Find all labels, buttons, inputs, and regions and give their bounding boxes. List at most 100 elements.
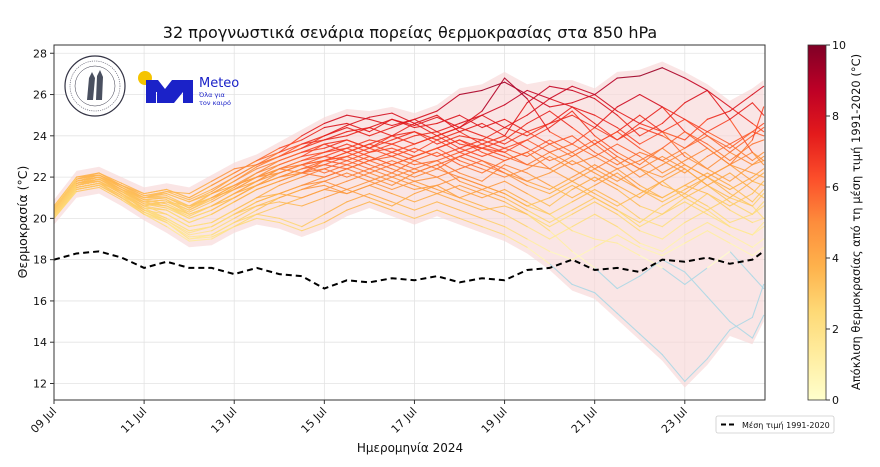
member-21-segment: [211, 197, 235, 211]
member-21-segment: [639, 254, 663, 269]
member-26-segment: [706, 197, 731, 211]
member-16-segment: [661, 221, 686, 240]
member-13-segment: [458, 180, 483, 191]
member-25-segment: [594, 168, 618, 182]
member-8-segment: [368, 155, 393, 162]
member-12-segment: [504, 164, 528, 174]
member-3-segment: [684, 118, 708, 133]
member-6-segment: [233, 180, 258, 191]
member-20-segment: [549, 230, 573, 252]
member-16-segment: [594, 201, 618, 215]
member-11-segment: [143, 199, 168, 205]
member-30-segment: [391, 147, 416, 158]
member-29-segment: [594, 131, 618, 145]
member-31-segment: [188, 213, 213, 224]
member-21-segment: [526, 205, 551, 215]
member-23-segment: [729, 176, 753, 191]
member-32-segment: [571, 197, 596, 211]
member-12-segment: [751, 193, 765, 207]
colorbar-tick-label: 0: [832, 394, 839, 407]
member-20-segment: [256, 197, 280, 207]
member-2-segment: [188, 190, 213, 203]
member-20-segment: [616, 275, 641, 290]
member-24-segment: [616, 168, 641, 182]
member-16-segment: [549, 213, 573, 228]
colorbar-axis: 0 2 4 6 8 10: [826, 39, 846, 407]
member-29-segment: [301, 143, 325, 153]
member-2-segment: [301, 122, 325, 137]
member-30-segment: [639, 147, 663, 162]
member-16-segment: [436, 184, 461, 195]
member-5-segment: [549, 98, 573, 108]
member-27-segment: [166, 188, 190, 199]
member-22-segment: [729, 164, 753, 182]
member-21-segment: [684, 267, 708, 285]
member-7-segment: [458, 131, 483, 145]
climatology-series: [54, 250, 765, 290]
member-31-segment: [75, 182, 100, 188]
member-7-segment: [436, 131, 461, 141]
member-17-segment: [504, 213, 528, 228]
member-18-segment: [526, 238, 551, 252]
member-15-segment: [188, 221, 213, 228]
member-19-segment: [233, 217, 258, 228]
member-29-segment: [278, 151, 303, 162]
member-9-segment: [661, 151, 686, 166]
member-3-segment: [233, 166, 258, 182]
member-3-segment: [504, 77, 528, 100]
member-15-segment: [211, 209, 235, 224]
member-5-segment: [504, 114, 528, 129]
member-19-segment: [594, 292, 618, 314]
member-13-segment: [661, 197, 686, 215]
member-28-segment: [549, 106, 573, 124]
member-25-segment: [211, 193, 235, 207]
x-axis: 09 Jul 11 Jul 13 Jul 15 Jul 17 Jul 19 Jul 21 J…: [28, 400, 690, 436]
member-20-segment: [278, 188, 303, 199]
member-17-segment: [278, 201, 303, 207]
member-28-segment: [526, 122, 551, 133]
member-18-segment: [233, 213, 258, 224]
member-31-segment: [526, 180, 551, 191]
member-12-segment: [684, 176, 708, 191]
member-25-segment: [368, 155, 393, 166]
member-12-segment: [143, 209, 168, 215]
member-18-segment: [75, 186, 100, 193]
colorbar-tick-label: 4: [832, 252, 839, 265]
member-10-segment: [436, 151, 461, 166]
member-19-segment: [278, 221, 303, 232]
member-13-segment: [616, 188, 641, 207]
member-12-segment: [616, 172, 641, 191]
member-15-segment: [166, 213, 190, 228]
colorbar-tick-label: 6: [832, 181, 839, 194]
member-25-segment: [639, 184, 663, 199]
meteo-logo-tagline-1: Όλα για: [198, 91, 225, 99]
member-5-segment: [436, 135, 461, 145]
member-2-segment: [458, 89, 483, 96]
member-22-segment: [504, 139, 528, 149]
member-4-segment: [436, 114, 461, 133]
member-16-segment: [301, 188, 325, 199]
member-18-segment: [571, 246, 596, 261]
member-4-segment: [458, 122, 483, 133]
member-1-segment: [368, 118, 393, 133]
member-15-segment: [526, 197, 551, 207]
member-14-segment: [751, 217, 765, 224]
member-18-segment: [346, 193, 370, 203]
member-18-segment: [166, 221, 190, 238]
member-6-segment: [616, 114, 641, 133]
member-5-segment: [256, 164, 280, 174]
member-32-segment: [346, 180, 370, 191]
member-32-segment: [729, 226, 753, 236]
member-31-segment: [256, 180, 280, 191]
member-17-segment: [594, 213, 618, 228]
member-28-segment: [256, 155, 280, 166]
member-8-segment: [166, 193, 190, 203]
member-29-segment: [684, 135, 708, 149]
y-tick-label: 26: [33, 89, 47, 102]
member-8-segment: [549, 135, 573, 145]
member-18-segment: [549, 250, 573, 261]
member-1-segment: [706, 89, 731, 108]
member-32-segment: [301, 180, 325, 186]
member-14-segment: [504, 188, 528, 203]
